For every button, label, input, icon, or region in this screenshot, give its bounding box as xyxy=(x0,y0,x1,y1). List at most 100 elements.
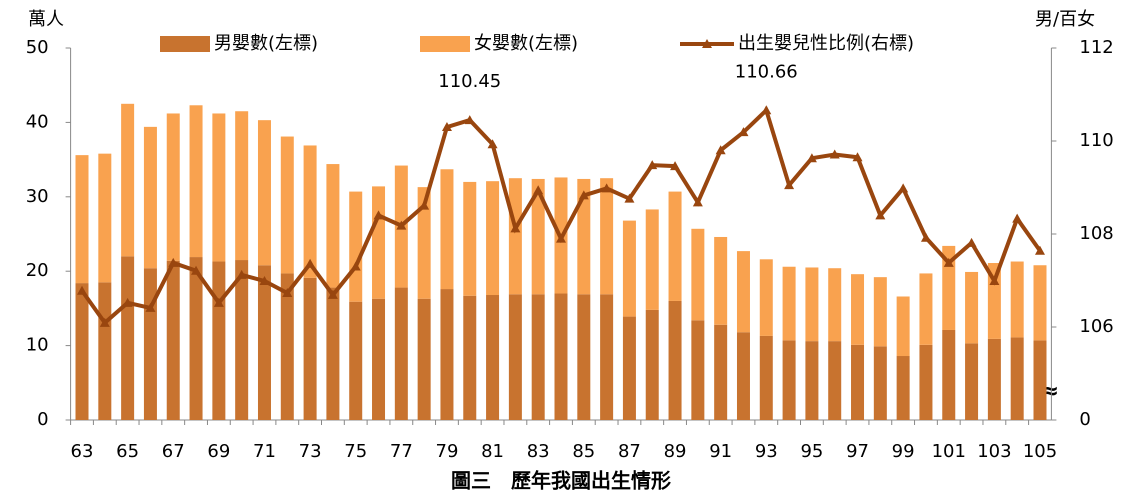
bar xyxy=(440,289,453,420)
bar xyxy=(874,277,887,346)
y-tick-label: 40 xyxy=(26,111,49,132)
bar xyxy=(463,182,476,296)
bar xyxy=(851,274,864,345)
x-tick-label: 75 xyxy=(344,441,367,462)
x-tick-label: 73 xyxy=(299,441,322,462)
bar xyxy=(897,296,910,356)
bar xyxy=(623,317,636,420)
caption: 圖三 歷年我國出生情形 xyxy=(451,469,671,493)
x-tick-label: 63 xyxy=(71,441,94,462)
line-marker xyxy=(761,105,771,114)
bar xyxy=(555,294,568,420)
x-tick-label: 83 xyxy=(527,441,550,462)
legend-label: 出生嬰兒性比例(右標) xyxy=(738,33,914,54)
bar xyxy=(919,273,932,344)
bar xyxy=(76,283,89,420)
y2-tick-label: 0 xyxy=(1079,409,1090,430)
x-tick-label: 99 xyxy=(892,441,915,462)
bar xyxy=(669,192,682,301)
bar xyxy=(737,332,750,420)
line-marker xyxy=(1012,214,1022,223)
bar xyxy=(646,209,659,309)
y2-tick-label: 106 xyxy=(1079,316,1113,337)
line-marker xyxy=(898,183,908,192)
x-tick-label: 97 xyxy=(846,441,869,462)
bar xyxy=(760,336,773,420)
bar xyxy=(190,257,203,420)
bar xyxy=(532,294,545,420)
y-tick-label: 0 xyxy=(37,409,48,430)
y-axis-label: 萬人 xyxy=(28,9,64,30)
bar xyxy=(258,265,271,420)
bar xyxy=(281,137,294,274)
bar xyxy=(212,113,225,261)
bar xyxy=(76,155,89,283)
y-tick-label: 20 xyxy=(26,260,49,281)
bar xyxy=(167,113,180,260)
x-tick-label: 85 xyxy=(572,441,595,462)
bar xyxy=(669,301,682,420)
bar xyxy=(304,145,317,277)
x-tick-label: 91 xyxy=(709,441,732,462)
legend-label: 女嬰數(左標) xyxy=(474,33,578,54)
bar xyxy=(98,282,111,420)
y-tick-label: 50 xyxy=(26,37,49,58)
bar xyxy=(1033,340,1046,420)
x-tick-label: 67 xyxy=(162,441,185,462)
bar xyxy=(851,345,864,420)
bar xyxy=(805,267,818,341)
bar xyxy=(258,120,271,265)
bar xyxy=(691,229,704,321)
x-tick-label: 69 xyxy=(207,441,230,462)
x-tick-label: 103 xyxy=(977,441,1011,462)
bar xyxy=(395,288,408,420)
bar xyxy=(1033,265,1046,340)
bar xyxy=(600,294,613,420)
data-label: 110.66 xyxy=(735,61,798,82)
bar xyxy=(1011,262,1024,338)
line-marker xyxy=(967,238,977,247)
x-tick-label: 89 xyxy=(664,441,687,462)
bar xyxy=(121,256,134,420)
bar xyxy=(965,343,978,420)
bar xyxy=(828,268,841,341)
bar xyxy=(828,341,841,420)
bar xyxy=(98,154,111,283)
bar xyxy=(440,169,453,289)
legend-swatch xyxy=(420,36,470,52)
bar xyxy=(509,294,522,420)
bar xyxy=(577,294,590,420)
bar xyxy=(600,178,613,294)
bar xyxy=(988,339,1001,420)
bar xyxy=(121,104,134,257)
bar xyxy=(783,340,796,420)
bar xyxy=(486,295,499,420)
bar xyxy=(349,302,362,420)
x-tick-label: 77 xyxy=(390,441,413,462)
bar xyxy=(349,192,362,302)
bar xyxy=(760,259,773,336)
bar xyxy=(418,299,431,420)
x-tick-label: 71 xyxy=(253,441,276,462)
bar xyxy=(372,299,385,420)
bar xyxy=(646,310,659,420)
chart: 萬人 男/百女 圖三 歷年我國出生情形 ≈ 010203040500106108… xyxy=(0,0,1122,495)
bar xyxy=(874,346,887,420)
bar xyxy=(509,178,522,294)
x-tick-label: 79 xyxy=(436,441,459,462)
bar xyxy=(463,296,476,420)
bar xyxy=(714,237,727,325)
x-tick-label: 93 xyxy=(755,441,778,462)
bar xyxy=(1011,337,1024,420)
bar xyxy=(919,345,932,420)
x-tick-label: 65 xyxy=(116,441,139,462)
bar xyxy=(486,181,499,295)
data-label: 110.45 xyxy=(438,71,501,92)
x-tick-label: 101 xyxy=(932,441,966,462)
bar xyxy=(623,221,636,317)
bar xyxy=(235,260,248,420)
x-tick-label: 87 xyxy=(618,441,641,462)
y2-axis-label: 男/百女 xyxy=(1035,9,1095,30)
legend-swatch xyxy=(160,36,210,52)
bar xyxy=(965,272,978,343)
